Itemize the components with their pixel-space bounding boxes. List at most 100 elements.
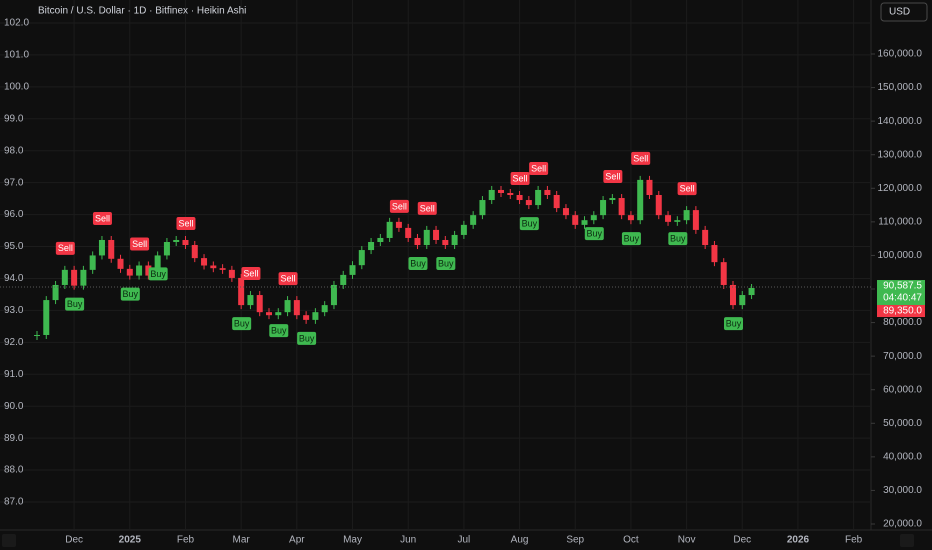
candle-body <box>498 189 504 193</box>
y-tick-label: 102.0 <box>4 18 29 29</box>
candle-body <box>368 242 375 251</box>
y2-tick-label: 50,000.0 <box>883 418 922 429</box>
buy-signal <box>668 232 688 246</box>
signal-label: Buy <box>299 333 315 343</box>
y-tick-label: 88.0 <box>4 465 24 476</box>
y2-tick-label: 60,000.0 <box>883 384 922 395</box>
y2-tick-label: 70,000.0 <box>883 351 922 362</box>
y2-tick-label: 100,000.0 <box>878 250 923 261</box>
y-tick-label: 94.0 <box>4 273 24 284</box>
y2-tick-label: 150,000.0 <box>878 82 923 93</box>
buy-signal <box>408 257 428 271</box>
y-tick-label: 101.0 <box>4 50 29 61</box>
candle-body <box>154 255 161 276</box>
x-tick-label: Sep <box>566 535 584 546</box>
candle-body <box>89 255 96 270</box>
signal-label: Buy <box>587 229 603 239</box>
prev-close-box <box>877 305 925 318</box>
candle-body <box>52 284 59 301</box>
signal-label: Sell <box>605 171 620 181</box>
sell-signal <box>417 201 437 215</box>
candle-body <box>442 239 449 246</box>
candle-body <box>126 268 133 276</box>
buy-signal <box>65 297 85 311</box>
sell-signal <box>55 241 75 255</box>
signal-label: Sell <box>420 203 435 213</box>
y2-tick-label: 80,000.0 <box>883 317 922 328</box>
buy-signal <box>148 267 168 281</box>
sell-signal <box>529 161 549 175</box>
candle-body <box>683 210 690 221</box>
y-tick-label: 97.0 <box>4 177 24 188</box>
auto-scale-button[interactable] <box>900 534 914 547</box>
candle-body <box>349 265 356 275</box>
candle-body <box>145 265 152 276</box>
candle-body <box>293 300 300 316</box>
y-tick-label: 92.0 <box>4 337 24 348</box>
buy-signal <box>584 227 604 241</box>
x-tick-label: Jun <box>400 535 416 546</box>
candle-body <box>173 239 180 243</box>
sell-signal <box>278 272 298 286</box>
candle-body <box>266 312 272 316</box>
signal-label: Sell <box>58 243 73 253</box>
x-tick-label: Feb <box>177 535 195 546</box>
candle-body <box>303 315 310 320</box>
signal-label: Buy <box>150 269 166 279</box>
signal-label: Sell <box>531 163 546 173</box>
candle-body <box>256 295 263 313</box>
signal-label: Sell <box>243 268 258 278</box>
x-tick-label: Oct <box>623 535 639 546</box>
buy-signal <box>621 232 641 246</box>
candle-body <box>479 200 486 216</box>
candle-body <box>711 245 718 263</box>
x-tick-label: Mar <box>233 535 251 546</box>
y2-tick-label: 130,000.0 <box>878 149 923 160</box>
y-tick-label: 93.0 <box>4 305 24 316</box>
candle-body <box>201 258 208 266</box>
x-tick-label: Feb <box>845 535 863 546</box>
candle-body <box>460 224 467 235</box>
candle-body <box>312 312 319 320</box>
y-tick-label: 99.0 <box>4 113 24 124</box>
currency-button[interactable] <box>880 2 928 22</box>
candle-body <box>98 239 105 256</box>
candle-body <box>553 194 560 209</box>
candle-body <box>748 287 755 296</box>
signal-label: Buy <box>67 299 83 309</box>
candle-body <box>191 245 198 259</box>
x-tick-label: Jul <box>457 535 470 546</box>
buy-signal <box>724 317 743 331</box>
currency-label[interactable]: USD <box>889 7 910 18</box>
x-tick-label: 2025 <box>119 535 142 546</box>
countdown-label: 04:40:47 <box>883 293 922 304</box>
candle-body <box>386 221 393 238</box>
candle-body <box>618 198 625 216</box>
candle-body <box>507 192 514 195</box>
candle-body <box>80 269 87 286</box>
signal-label: Buy <box>123 289 139 299</box>
candle-body <box>516 194 523 201</box>
grid-layer <box>0 0 871 530</box>
signal-label: Buy <box>438 258 454 268</box>
y-tick-label: 87.0 <box>4 497 24 508</box>
y2-tick-label: 160,000.0 <box>878 49 923 60</box>
sell-signal <box>176 217 196 231</box>
signal-label: Buy <box>271 326 287 336</box>
signal-label: Sell <box>132 239 147 249</box>
candle-body <box>228 269 235 278</box>
x-tick-label: Apr <box>289 535 305 546</box>
x-tick-label: Dec <box>733 535 751 546</box>
signal-label: Sell <box>95 213 110 223</box>
last-price-label: 90,587.5 <box>883 281 922 292</box>
signal-label: Buy <box>624 234 640 244</box>
candle-body <box>377 237 384 243</box>
y2-tick-label: 110,000.0 <box>878 216 922 227</box>
zoom-button[interactable] <box>2 534 16 547</box>
candle-body <box>730 284 736 306</box>
candle-body <box>182 239 189 246</box>
y-tick-label: 100.0 <box>4 82 29 93</box>
y2-tick-label: 30,000.0 <box>883 485 922 496</box>
candle-body <box>451 234 458 246</box>
buy-signal <box>232 317 252 331</box>
